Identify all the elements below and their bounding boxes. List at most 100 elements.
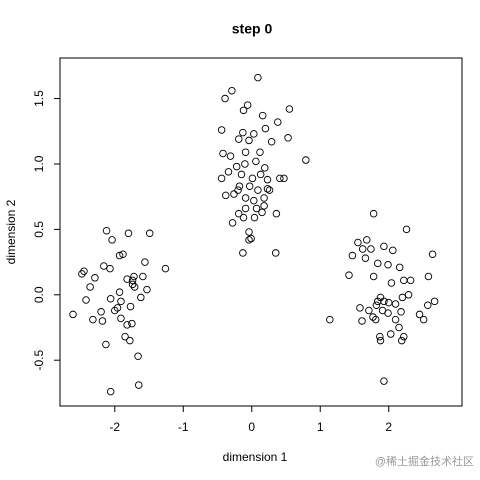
point — [248, 174, 257, 183]
point — [395, 323, 403, 332]
point — [234, 135, 243, 143]
point — [358, 245, 367, 253]
x-axis-label: dimension 1 — [223, 450, 288, 464]
point — [363, 236, 371, 244]
point — [260, 194, 268, 202]
point — [261, 124, 270, 133]
point — [302, 156, 310, 164]
y-tick-label: 1.0 — [32, 155, 46, 172]
point — [69, 310, 77, 319]
point — [86, 283, 94, 291]
point — [424, 272, 433, 281]
point — [258, 111, 267, 120]
x-tick-label: -2 — [109, 420, 120, 434]
point — [272, 209, 281, 218]
point — [130, 272, 138, 281]
point — [367, 245, 375, 253]
point — [241, 194, 250, 202]
point — [80, 267, 88, 275]
point — [404, 291, 413, 299]
point — [217, 126, 226, 134]
point — [141, 258, 149, 266]
point — [354, 238, 362, 247]
point — [241, 160, 249, 168]
point — [241, 148, 250, 156]
point — [402, 225, 411, 234]
point — [245, 236, 253, 244]
point — [415, 310, 424, 319]
point — [221, 94, 229, 103]
point — [263, 185, 272, 193]
point — [380, 242, 388, 251]
point — [376, 336, 385, 345]
point — [100, 262, 108, 270]
point — [252, 204, 261, 213]
point — [126, 302, 135, 311]
x-tick-label: -1 — [178, 420, 189, 434]
point — [369, 209, 378, 218]
point — [123, 275, 131, 283]
point — [276, 174, 284, 183]
point — [128, 276, 137, 285]
point — [119, 250, 127, 258]
point — [245, 182, 254, 190]
point — [217, 174, 226, 183]
point — [384, 260, 392, 269]
point — [247, 234, 255, 243]
point — [89, 315, 97, 324]
point — [139, 272, 147, 281]
point — [124, 229, 133, 238]
point — [358, 317, 366, 325]
point — [115, 251, 124, 260]
point — [397, 308, 405, 316]
point — [98, 317, 107, 325]
point — [428, 250, 437, 258]
point — [384, 309, 392, 317]
x-tick-label: 2 — [385, 420, 392, 434]
point — [239, 106, 248, 115]
point — [128, 280, 137, 289]
point — [228, 86, 236, 95]
watermark: @稀土掘金技术社区 — [375, 454, 474, 468]
point — [326, 315, 334, 324]
point — [424, 301, 432, 310]
point — [145, 229, 154, 238]
point — [380, 297, 388, 306]
point — [265, 186, 274, 194]
point — [245, 136, 253, 145]
point — [356, 304, 364, 312]
point — [267, 137, 276, 146]
point — [391, 300, 400, 308]
point — [372, 301, 381, 310]
point — [113, 304, 122, 312]
point — [102, 340, 110, 349]
point — [241, 204, 250, 213]
point — [400, 332, 408, 341]
y-tick-label: -0.5 — [32, 350, 46, 371]
point — [239, 128, 247, 137]
point — [365, 306, 373, 315]
point — [128, 319, 136, 328]
point — [261, 164, 269, 172]
point — [161, 264, 170, 273]
point — [250, 196, 258, 205]
y-tick-label: 0.0 — [32, 286, 46, 303]
point — [387, 330, 395, 338]
point — [250, 213, 259, 222]
point — [135, 381, 143, 389]
point — [371, 315, 380, 324]
point — [285, 105, 294, 113]
point — [106, 264, 114, 273]
point — [224, 168, 233, 176]
point — [256, 148, 264, 156]
point — [82, 296, 90, 304]
x-tick-label: 0 — [248, 420, 255, 434]
point — [115, 288, 124, 296]
point — [97, 308, 105, 316]
point — [106, 294, 115, 303]
y-tick-label: 0.5 — [32, 221, 46, 238]
plot-frame — [59, 57, 463, 407]
point — [234, 209, 243, 218]
point — [143, 285, 151, 294]
